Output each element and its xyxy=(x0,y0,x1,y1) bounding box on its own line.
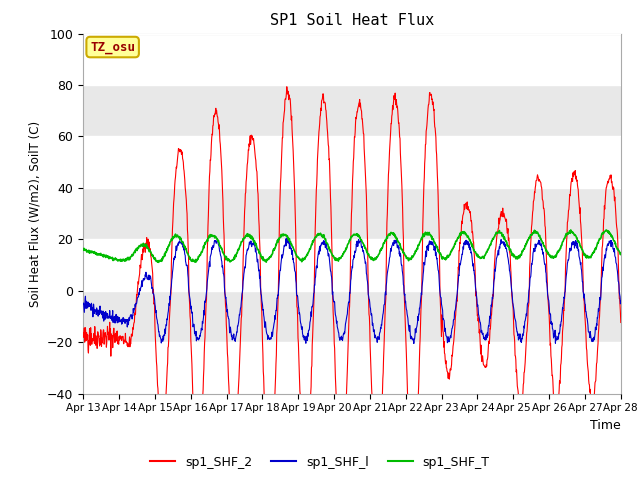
sp1_SHF_T xyxy=(617,251,625,256)
sp1_SHF_l xyxy=(506,272,514,277)
Title: SP1 Soil Heat Flux: SP1 Soil Heat Flux xyxy=(270,13,434,28)
sp1_SHF_T xyxy=(436,251,444,256)
sp1_SHF_l xyxy=(410,341,418,347)
Line: sp1_SHF_T: sp1_SHF_T xyxy=(83,230,621,263)
sp1_SHF_l xyxy=(186,294,193,300)
Bar xyxy=(83,136,621,188)
sp1_SHF_2 xyxy=(186,301,193,307)
sp1_SHF_2 xyxy=(79,330,87,336)
sp1_SHF_T xyxy=(259,258,267,264)
Text: TZ_osu: TZ_osu xyxy=(90,40,135,54)
sp1_SHF_2 xyxy=(259,351,267,357)
sp1_SHF_T xyxy=(199,246,207,252)
sp1_SHF_2 xyxy=(617,320,625,325)
sp1_SHF_2 xyxy=(506,252,514,258)
sp1_SHF_2 xyxy=(554,400,561,406)
sp1_SHF_T xyxy=(554,251,561,256)
X-axis label: Time: Time xyxy=(590,419,621,432)
sp1_SHF_l xyxy=(79,301,87,307)
sp1_SHF_T xyxy=(186,255,194,261)
sp1_SHF_l xyxy=(199,321,207,326)
sp1_SHF_l xyxy=(259,307,267,313)
sp1_SHF_l xyxy=(436,289,444,295)
sp1_SHF_l xyxy=(284,235,291,240)
Legend: sp1_SHF_2, sp1_SHF_l, sp1_SHF_T: sp1_SHF_2, sp1_SHF_l, sp1_SHF_T xyxy=(145,451,495,474)
Line: sp1_SHF_l: sp1_SHF_l xyxy=(83,238,621,344)
Bar xyxy=(83,240,621,291)
sp1_SHF_T xyxy=(155,260,163,265)
Line: sp1_SHF_2: sp1_SHF_2 xyxy=(83,87,621,480)
sp1_SHF_T xyxy=(506,246,514,252)
sp1_SHF_l xyxy=(617,298,625,303)
sp1_SHF_2 xyxy=(199,393,207,398)
Bar xyxy=(83,342,621,394)
sp1_SHF_T xyxy=(567,227,575,233)
Y-axis label: Soil Heat Flux (W/m2), SoilT (C): Soil Heat Flux (W/m2), SoilT (C) xyxy=(29,120,42,307)
Bar xyxy=(83,34,621,85)
sp1_SHF_2 xyxy=(436,290,444,296)
sp1_SHF_l xyxy=(554,336,561,342)
sp1_SHF_2 xyxy=(283,84,291,90)
sp1_SHF_T xyxy=(79,247,87,252)
